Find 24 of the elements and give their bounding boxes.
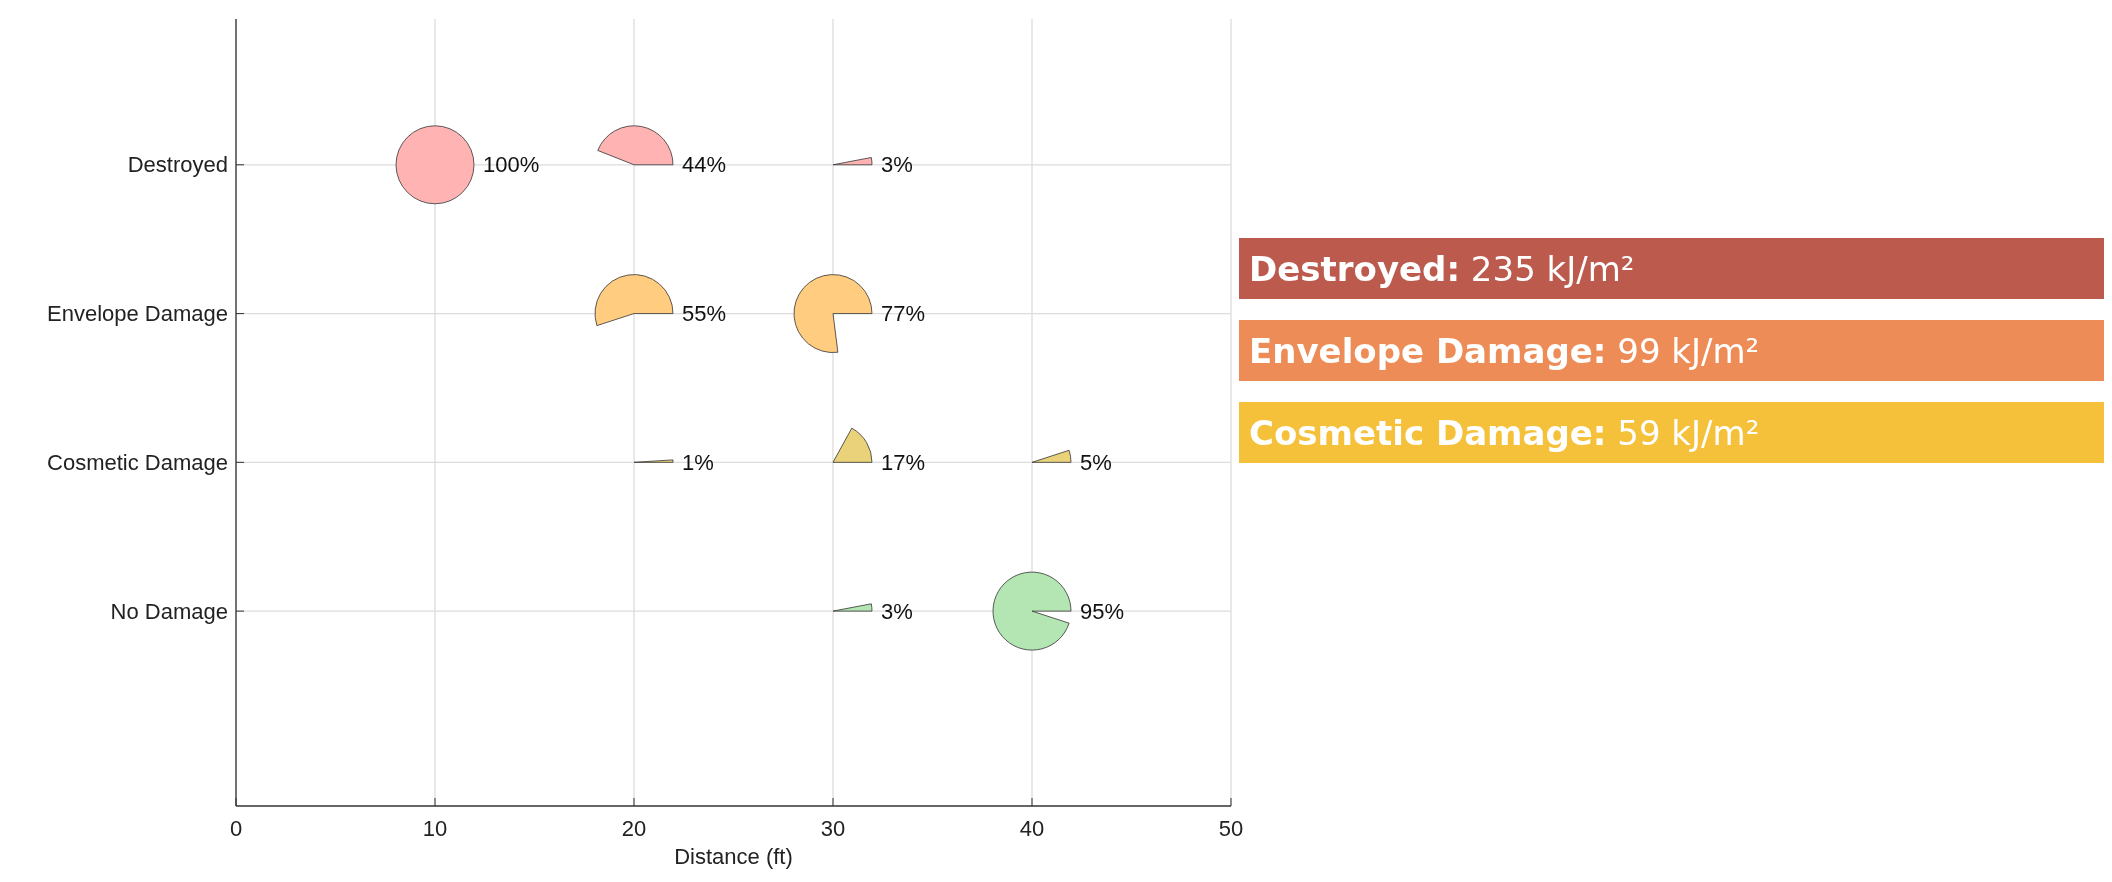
text: Cosmetic Damage: 59 kJ/m² <box>1249 412 1760 453</box>
x-axis-title: Distance (ft) <box>674 844 793 869</box>
data-label: 44% <box>682 152 727 178</box>
data-label: 55% <box>682 301 727 327</box>
x-tick-label: 30 <box>820 816 846 841</box>
y-tick-label: No Damage <box>110 598 228 624</box>
text: Destroyed: 235 kJ/m² <box>1249 248 1635 289</box>
x-tick-label: 0 <box>229 816 243 841</box>
data-label: 95% <box>1080 598 1125 624</box>
y-tick-label: Envelope Damage <box>46 301 228 327</box>
x-tick-label: 20 <box>621 816 647 841</box>
data-label: 100% <box>483 152 540 178</box>
text: Envelope Damage: 99 kJ/m² <box>1249 330 1760 371</box>
y-tick-label: Destroyed <box>127 152 228 178</box>
data-label: 3% <box>881 598 913 624</box>
x-tick-label: 50 <box>1218 816 1244 841</box>
x-tick-label: 10 <box>422 816 448 841</box>
data-label: 17% <box>881 450 926 476</box>
data-label: 77% <box>881 301 926 327</box>
data-label: 5% <box>1080 450 1112 476</box>
data-label: 1% <box>682 450 714 476</box>
x-tick-label: 40 <box>1019 816 1045 841</box>
y-tick-label: Cosmetic Damage <box>47 450 228 476</box>
data-label: 3% <box>881 152 913 178</box>
